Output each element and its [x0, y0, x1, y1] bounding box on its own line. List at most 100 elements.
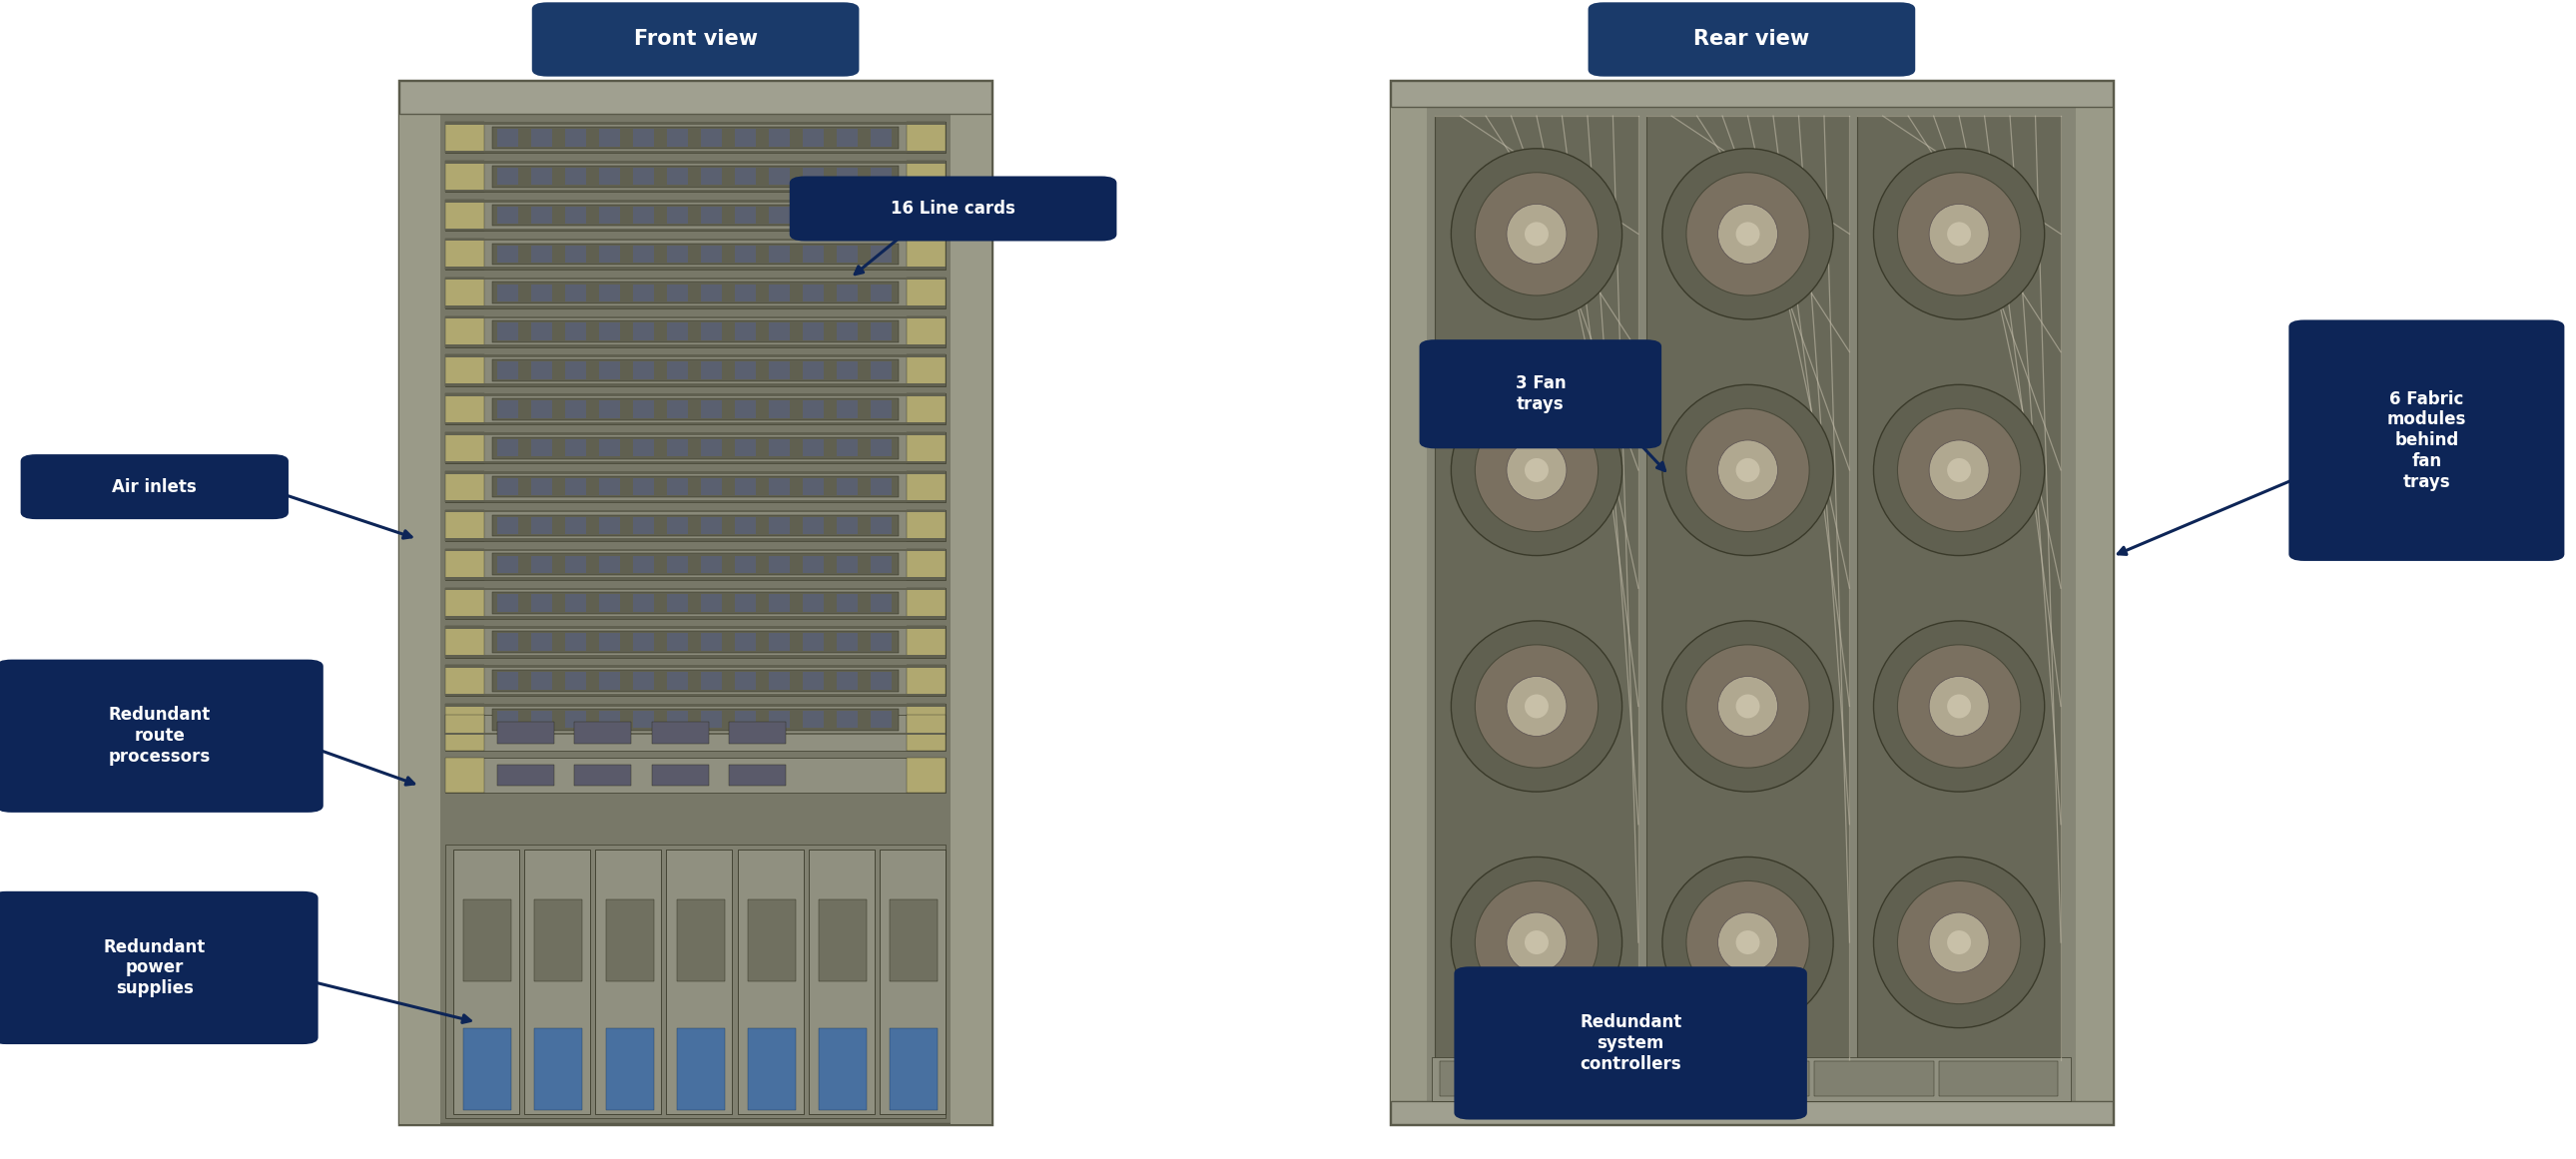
Bar [734, 129, 755, 146]
Bar [446, 432, 945, 435]
Bar [446, 316, 945, 347]
Bar [667, 439, 688, 457]
Bar [446, 432, 945, 464]
Bar [446, 655, 945, 657]
Bar [497, 206, 518, 224]
Bar [497, 129, 518, 146]
Bar [667, 850, 732, 1114]
FancyBboxPatch shape [1587, 2, 1917, 76]
Bar [598, 246, 621, 263]
Bar [446, 432, 484, 464]
Bar [446, 617, 945, 619]
Bar [446, 199, 484, 231]
Ellipse shape [1929, 204, 1989, 264]
Bar [492, 708, 899, 730]
Bar [446, 344, 945, 347]
Bar [667, 362, 688, 379]
Bar [907, 199, 945, 231]
Bar [1391, 1101, 2112, 1124]
Bar [907, 758, 945, 793]
Bar [667, 517, 688, 534]
Ellipse shape [1687, 644, 1808, 767]
Bar [734, 246, 755, 263]
Bar [598, 555, 621, 573]
Bar [837, 439, 858, 457]
Bar [734, 478, 755, 495]
Bar [526, 850, 590, 1114]
Bar [531, 555, 551, 573]
Bar [634, 362, 654, 379]
Bar [564, 246, 587, 263]
Bar [634, 672, 654, 690]
FancyBboxPatch shape [1419, 340, 1662, 449]
Bar [492, 282, 899, 304]
Ellipse shape [1450, 148, 1623, 320]
Bar [667, 595, 688, 612]
Ellipse shape [1947, 931, 1971, 954]
Bar [667, 633, 688, 650]
Bar [837, 362, 858, 379]
Bar [801, 595, 824, 612]
Bar [871, 478, 891, 495]
Bar [634, 168, 654, 185]
Bar [598, 168, 621, 185]
Bar [497, 168, 518, 185]
Bar [492, 630, 899, 653]
Text: Redundant
power
supplies: Redundant power supplies [103, 938, 206, 998]
Ellipse shape [1873, 148, 2045, 320]
Bar [734, 555, 755, 573]
Bar [801, 439, 824, 457]
Bar [819, 899, 866, 982]
Bar [701, 439, 721, 457]
Ellipse shape [1736, 458, 1759, 482]
Bar [446, 267, 945, 270]
Bar [907, 626, 945, 657]
Bar [492, 515, 899, 537]
Bar [768, 555, 791, 573]
Bar [871, 284, 891, 301]
Bar [734, 710, 755, 728]
Bar [564, 129, 587, 146]
Bar [605, 1028, 654, 1110]
Bar [531, 206, 551, 224]
Bar [768, 129, 791, 146]
Ellipse shape [1899, 409, 2020, 532]
Ellipse shape [1507, 440, 1566, 500]
Bar [734, 284, 755, 301]
Bar [497, 672, 518, 690]
Bar [598, 517, 621, 534]
Bar [497, 284, 518, 301]
Ellipse shape [1687, 409, 1808, 532]
Bar [446, 510, 484, 541]
Bar [446, 161, 945, 163]
Bar [446, 704, 945, 735]
Bar [734, 168, 755, 185]
Bar [768, 672, 791, 690]
Ellipse shape [1450, 385, 1623, 555]
Bar [574, 765, 631, 786]
Bar [531, 246, 551, 263]
Bar [701, 401, 721, 418]
Bar [446, 355, 945, 386]
FancyBboxPatch shape [0, 659, 325, 812]
Bar [446, 122, 945, 124]
Bar [399, 81, 992, 114]
Bar [701, 323, 721, 341]
Ellipse shape [1662, 621, 1834, 792]
Bar [531, 517, 551, 534]
Bar [564, 323, 587, 341]
Bar [564, 595, 587, 612]
Bar [399, 81, 992, 1124]
Ellipse shape [1947, 694, 1971, 719]
Bar [446, 239, 945, 241]
Ellipse shape [1736, 694, 1759, 719]
Bar [768, 439, 791, 457]
Bar [871, 401, 891, 418]
Bar [871, 362, 891, 379]
Bar [634, 517, 654, 534]
Ellipse shape [1525, 223, 1548, 246]
Ellipse shape [1662, 148, 1834, 320]
Bar [907, 715, 945, 751]
Bar [446, 355, 945, 357]
Bar [492, 166, 899, 188]
